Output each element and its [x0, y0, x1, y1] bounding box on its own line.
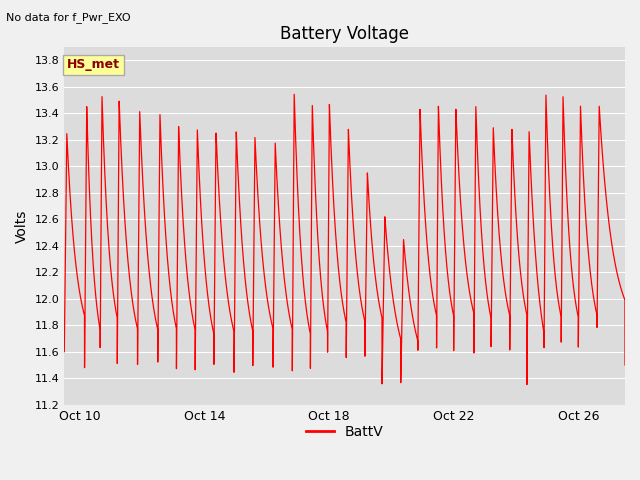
Text: No data for f_Pwr_EXO: No data for f_Pwr_EXO [6, 12, 131, 23]
Title: Battery Voltage: Battery Voltage [280, 24, 409, 43]
Text: HS_met: HS_met [67, 59, 120, 72]
Y-axis label: Volts: Volts [15, 209, 29, 242]
Legend: BattV: BattV [300, 419, 389, 444]
